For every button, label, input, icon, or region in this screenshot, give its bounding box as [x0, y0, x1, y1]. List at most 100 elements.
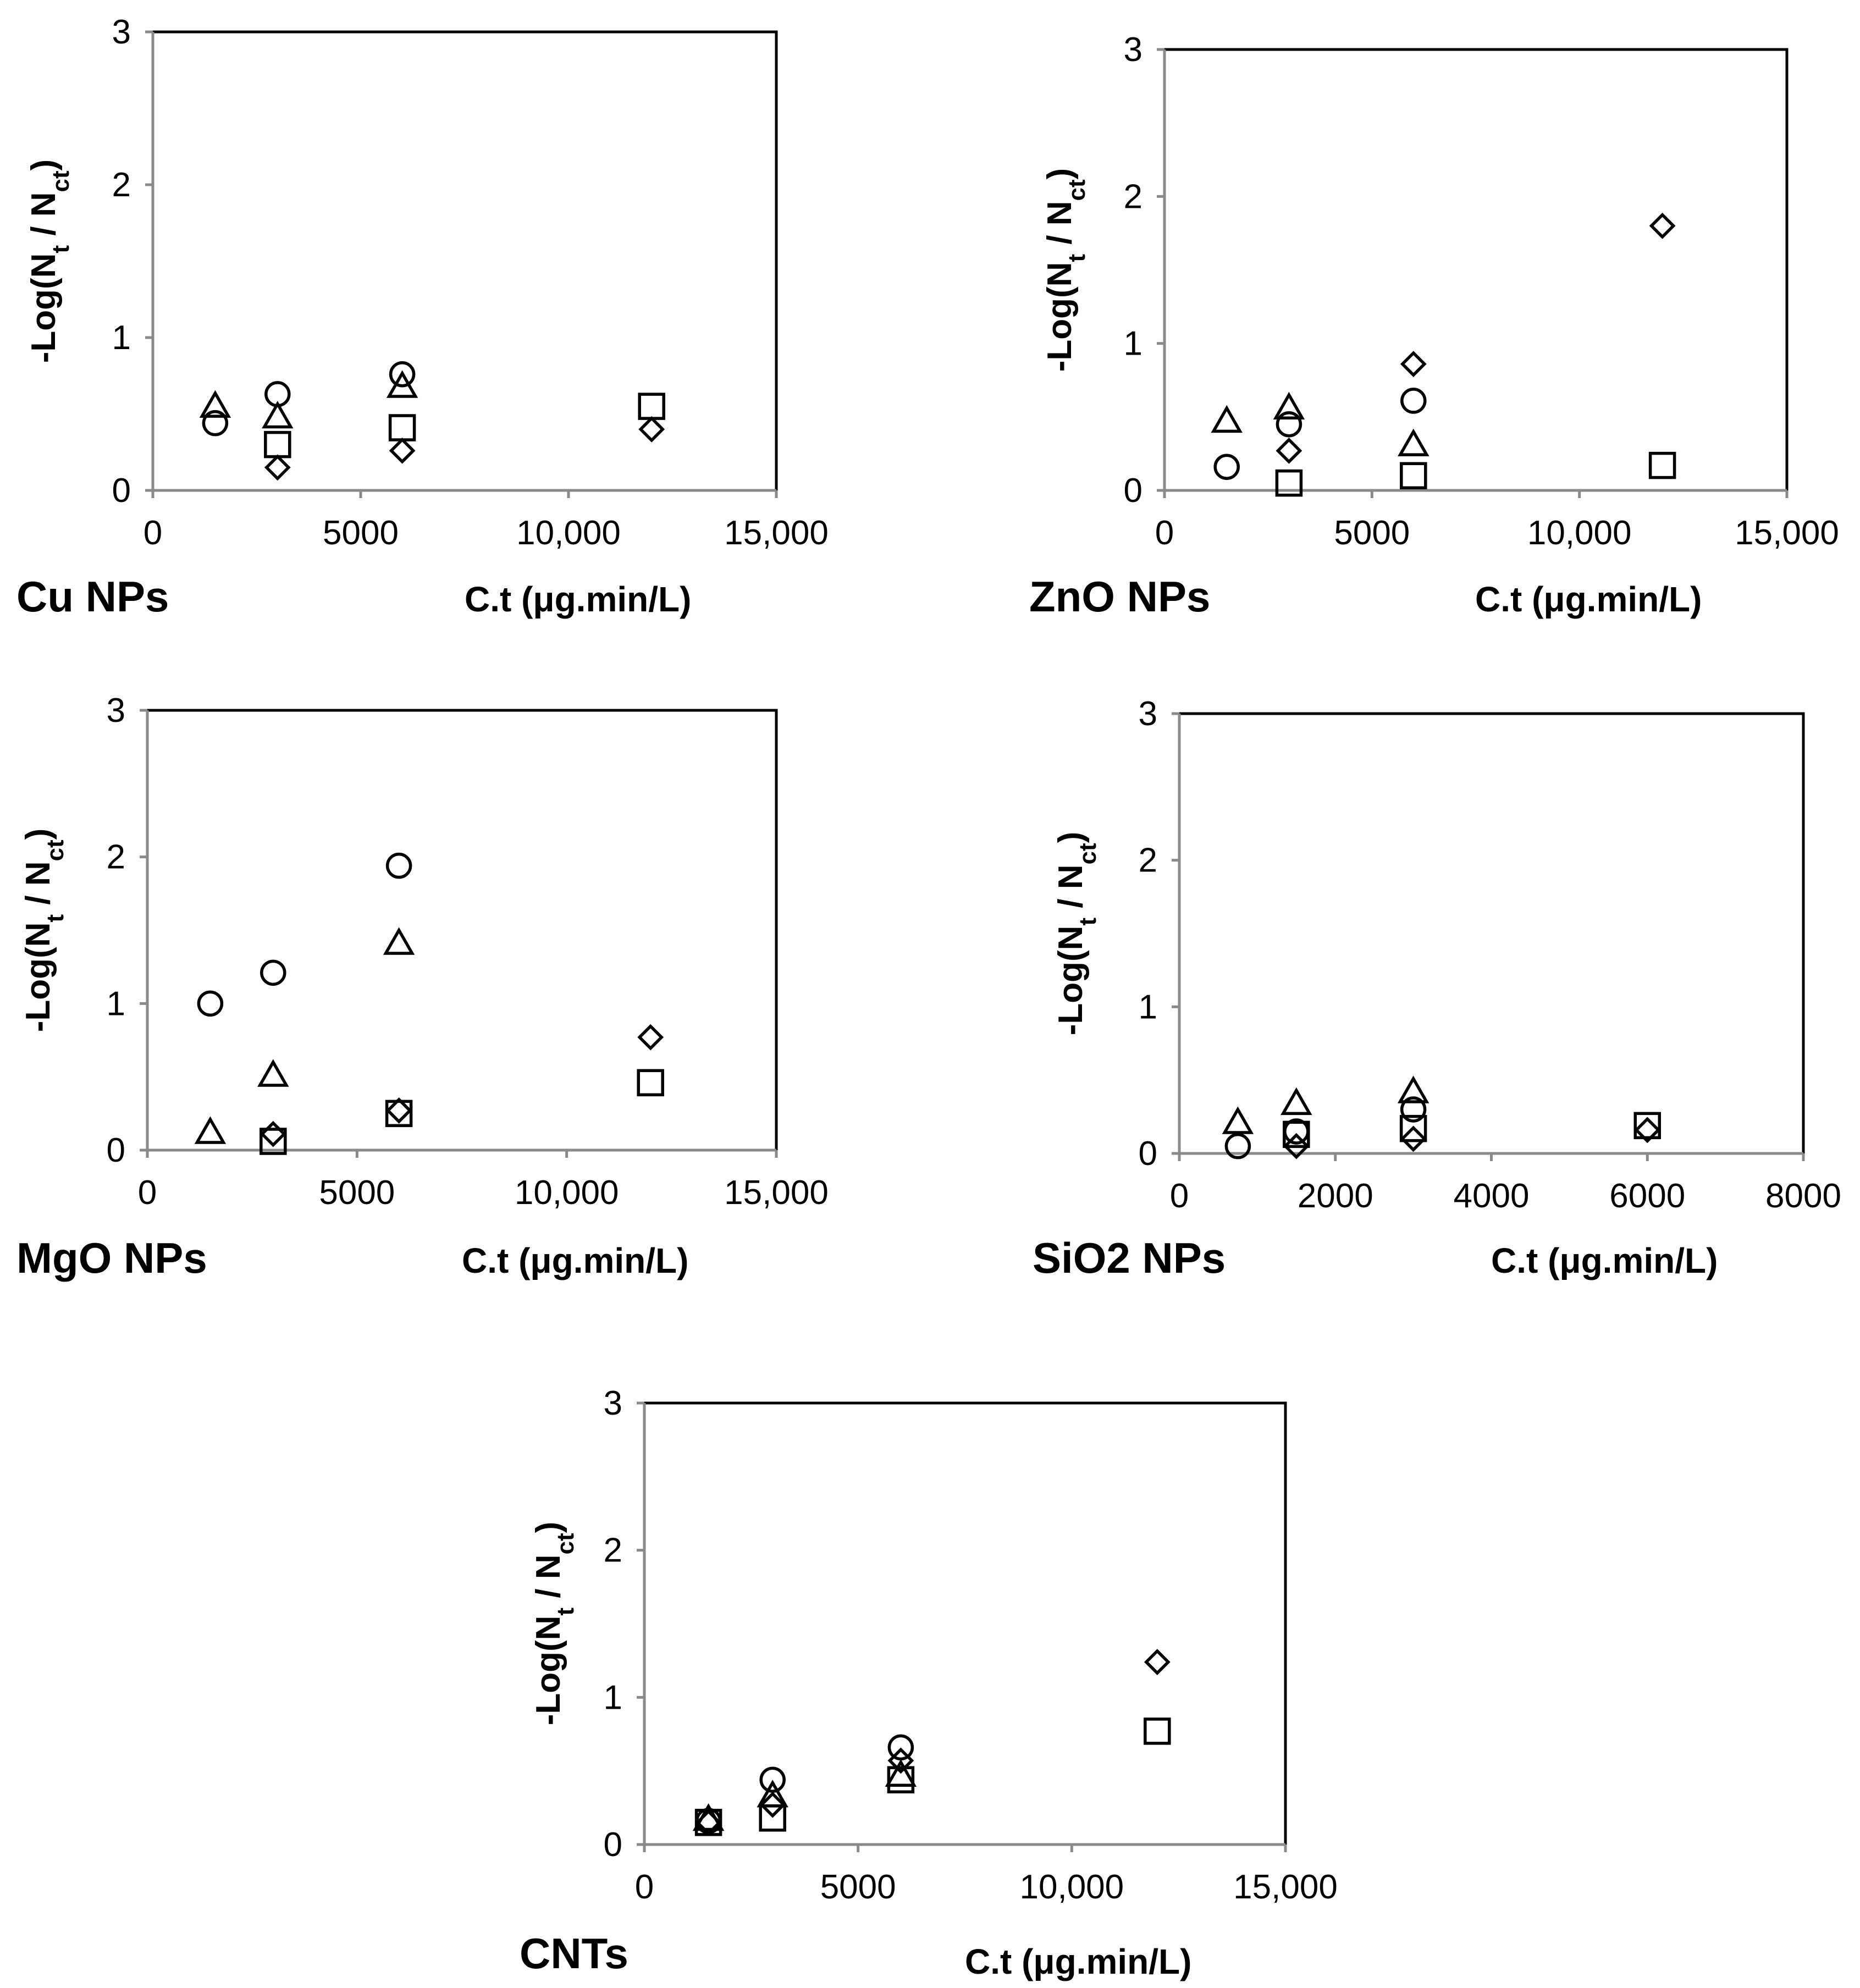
x-tick-label: 0 — [1155, 514, 1174, 552]
y-tick-label: 2 — [604, 1532, 622, 1570]
x-tick-label: 10,000 — [1527, 514, 1632, 552]
y-tick-label: 2 — [107, 838, 125, 876]
y-tick-label: 1 — [107, 985, 125, 1023]
triangle-marker — [199, 390, 231, 418]
circle-marker — [1400, 388, 1427, 414]
circle-marker — [1224, 1133, 1251, 1159]
triangle-marker — [1398, 428, 1430, 456]
square-marker — [1144, 1718, 1171, 1745]
x-tick-label: 0 — [143, 514, 162, 552]
square-marker — [1283, 1120, 1310, 1148]
triangle-marker — [262, 401, 294, 429]
chart-panel-4: 0 1 2 3 0 2000 4000 6000 8000 SiO2 NPs C.t (μg.min… — [1033, 695, 1841, 1282]
chart-panel-3: 0 1 2 3 0 5000 10,000 15,000 MgO NPs C.t (μg.min/… — [16, 692, 829, 1282]
series-triangle — [1211, 391, 1430, 456]
diamond-marker — [637, 1024, 664, 1051]
x-tick-label: 15,000 — [724, 514, 829, 552]
circle-marker — [202, 410, 229, 437]
y-tick-label: 2 — [1124, 178, 1143, 216]
x-tick-label: 15,000 — [724, 1174, 829, 1212]
circle-marker — [1276, 411, 1302, 438]
x-tick-label: 10,000 — [1020, 1868, 1124, 1906]
y-tick-label: 0 — [604, 1826, 622, 1864]
triangle-marker — [1273, 391, 1305, 420]
diamond-marker — [887, 1747, 914, 1774]
triangle-marker — [194, 1116, 227, 1144]
diamond-marker — [1283, 1133, 1310, 1159]
plot-frame — [1164, 48, 1789, 490]
x-axis-label: C.t (μg.min/L) — [1491, 1241, 1718, 1280]
y-axis-label: -Log(Nt / Nct) — [19, 829, 69, 1032]
panel-label: Cu NPs — [16, 572, 169, 621]
triangle-marker — [885, 1759, 917, 1787]
diamond-marker — [389, 437, 416, 464]
series-square — [694, 1718, 1171, 1836]
x-axis-label: C.t (μg.min/L) — [1475, 579, 1702, 619]
square-marker — [388, 414, 416, 441]
x-tick-label: 0 — [1170, 1177, 1189, 1215]
diamond-marker — [638, 416, 665, 443]
square-marker — [887, 1766, 915, 1793]
series-square — [264, 393, 665, 459]
square-marker — [638, 393, 665, 420]
square-marker — [1648, 451, 1676, 479]
x-tick-label: 5000 — [319, 1174, 395, 1212]
triangle-marker — [383, 927, 415, 955]
chart-panel-2: 0 1 2 3 0 5000 10,000 15,000 ZnO NPs C.t (μg.min/… — [1029, 31, 1839, 621]
series-circle — [1224, 1096, 1427, 1159]
y-tick-label: 3 — [604, 1384, 622, 1422]
y-tick-label: 0 — [1139, 1135, 1157, 1173]
diamond-marker — [1649, 212, 1676, 239]
x-tick-label: 0 — [635, 1868, 654, 1906]
y-tick-label: 3 — [107, 692, 125, 730]
diamond-marker — [1634, 1117, 1661, 1144]
diamond-marker — [695, 1809, 722, 1836]
series-triangle — [194, 927, 415, 1144]
x-tick-label: 5000 — [323, 514, 399, 552]
diamond-marker — [1400, 351, 1427, 377]
circle-marker — [260, 959, 286, 986]
y-tick-label: 3 — [1124, 31, 1143, 69]
series-diamond — [260, 1024, 664, 1147]
y-tick-label: 0 — [112, 472, 131, 510]
y-tick-label: 1 — [112, 319, 131, 357]
series-triangle — [199, 370, 418, 429]
panel-label: CNTs — [520, 1929, 628, 1978]
square-marker — [260, 1128, 287, 1155]
series-circle — [197, 852, 412, 1017]
triangle-marker — [386, 370, 418, 398]
x-tick-label: 15,000 — [1735, 514, 1839, 552]
diamond-marker — [759, 1791, 786, 1818]
y-tick-label: 2 — [112, 166, 131, 204]
plot-frame — [1179, 712, 1805, 1153]
triangle-marker — [257, 1059, 289, 1087]
square-marker — [1400, 462, 1427, 490]
square-marker — [759, 1804, 786, 1832]
series-square — [1283, 1112, 1661, 1148]
series-square — [1275, 451, 1676, 497]
circle-marker — [887, 1734, 914, 1761]
square-marker — [637, 1069, 664, 1097]
x-axis-label: C.t (μg.min/L) — [965, 1942, 1191, 1981]
square-marker — [264, 430, 291, 459]
panel-label: ZnO NPs — [1029, 572, 1210, 621]
series-diamond — [1283, 1117, 1661, 1159]
circle-marker — [197, 990, 224, 1017]
triangle-marker — [1397, 1075, 1430, 1103]
y-axis-label: -Log(Nt / Nct) — [529, 1522, 579, 1726]
plot-frame — [147, 709, 778, 1150]
x-axis-label: C.t (μg.min/L) — [465, 579, 691, 619]
x-axis-label: C.t (μg.min/L) — [462, 1241, 688, 1280]
x-tick-label: 8000 — [1765, 1177, 1841, 1215]
series-diamond — [264, 416, 665, 481]
circle-marker — [389, 361, 416, 388]
y-tick-label: 0 — [1124, 472, 1143, 510]
x-tick-label: 0 — [138, 1174, 157, 1212]
y-tick-label: 3 — [112, 13, 131, 51]
y-tick-label: 3 — [1139, 695, 1157, 733]
x-tick-label: 6000 — [1609, 1177, 1685, 1215]
plot-frame — [153, 30, 778, 490]
triangle-marker — [1281, 1087, 1312, 1116]
series-circle — [1213, 388, 1427, 480]
